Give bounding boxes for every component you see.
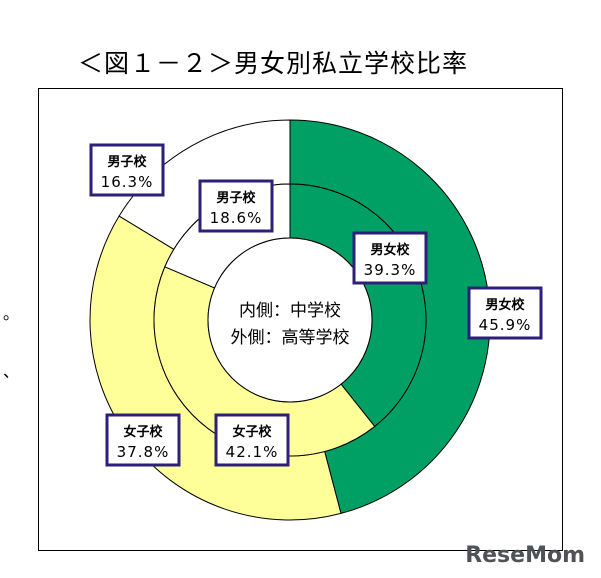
inner-0-category-label: 男女校 [370,242,410,258]
inner-1-value-label: 42.1% [226,443,279,461]
center-label-1: 外側：高等学校 [231,328,350,348]
outer-1-value-label: 37.8% [117,443,170,461]
outer-1-category-label: 女子校 [123,424,163,440]
outer-0-category-label: 男女校 [485,297,525,313]
inner-2-value-label: 18.6% [210,209,263,227]
center-label-0: 内側：中学校 [239,301,341,321]
inner-2-category-label: 男子校 [216,190,256,206]
inner-1-category-label: 女子校 [232,424,272,440]
resemom-watermark: ReseMom [465,543,585,568]
inner-0-value-label: 39.3% [364,261,417,279]
outer-0-value-label: 45.9% [479,316,532,334]
outer-2-value-label: 16.3% [101,173,154,191]
outer-2-category-label: 男子校 [107,154,147,170]
